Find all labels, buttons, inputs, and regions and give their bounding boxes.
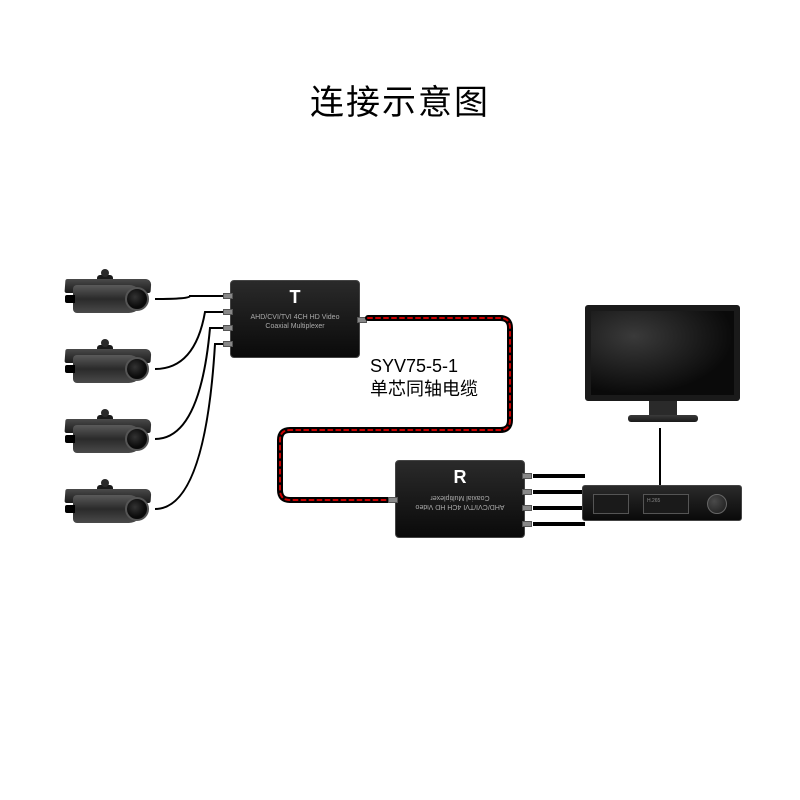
camera-2 (55, 345, 155, 393)
device-t-sub2: Coaxial Multiplexer (231, 323, 359, 330)
output-wire-4 (533, 522, 585, 526)
device-receiver: R AHD/CVI/TVI 4CH HD Video Coaxial Multi… (395, 460, 525, 538)
device-t-sub1: AHD/CVI/TVI 4CH HD Video (231, 314, 359, 321)
device-t-label: T (231, 287, 359, 308)
device-r-sub1: AHD/CVI/TVI 4CH HD Video (396, 503, 524, 510)
cable-label-line1: SYV75-5-1 (370, 355, 478, 378)
cable-label-line2: 单芯同轴电缆 (370, 378, 478, 401)
camera-3 (55, 415, 155, 463)
monitor (585, 305, 740, 425)
device-r-label: R (396, 467, 524, 488)
output-wire-2 (533, 490, 585, 494)
output-wire-3 (533, 506, 585, 510)
connection-diagram: T AHD/CVI/TVI 4CH HD Video Coaxial Multi… (0, 250, 800, 630)
camera-1 (55, 275, 155, 323)
cable-label: SYV75-5-1 单芯同轴电缆 (370, 355, 478, 402)
monitor-screen (585, 305, 740, 401)
output-wire-1 (533, 474, 585, 478)
dvr-recorder: H.265 (582, 485, 742, 521)
device-transmitter: T AHD/CVI/TVI 4CH HD Video Coaxial Multi… (230, 280, 360, 358)
device-r-sub2: Coaxial Multiplexer (396, 494, 524, 501)
diagram-title: 连接示意图 (310, 75, 490, 124)
camera-4 (55, 485, 155, 533)
